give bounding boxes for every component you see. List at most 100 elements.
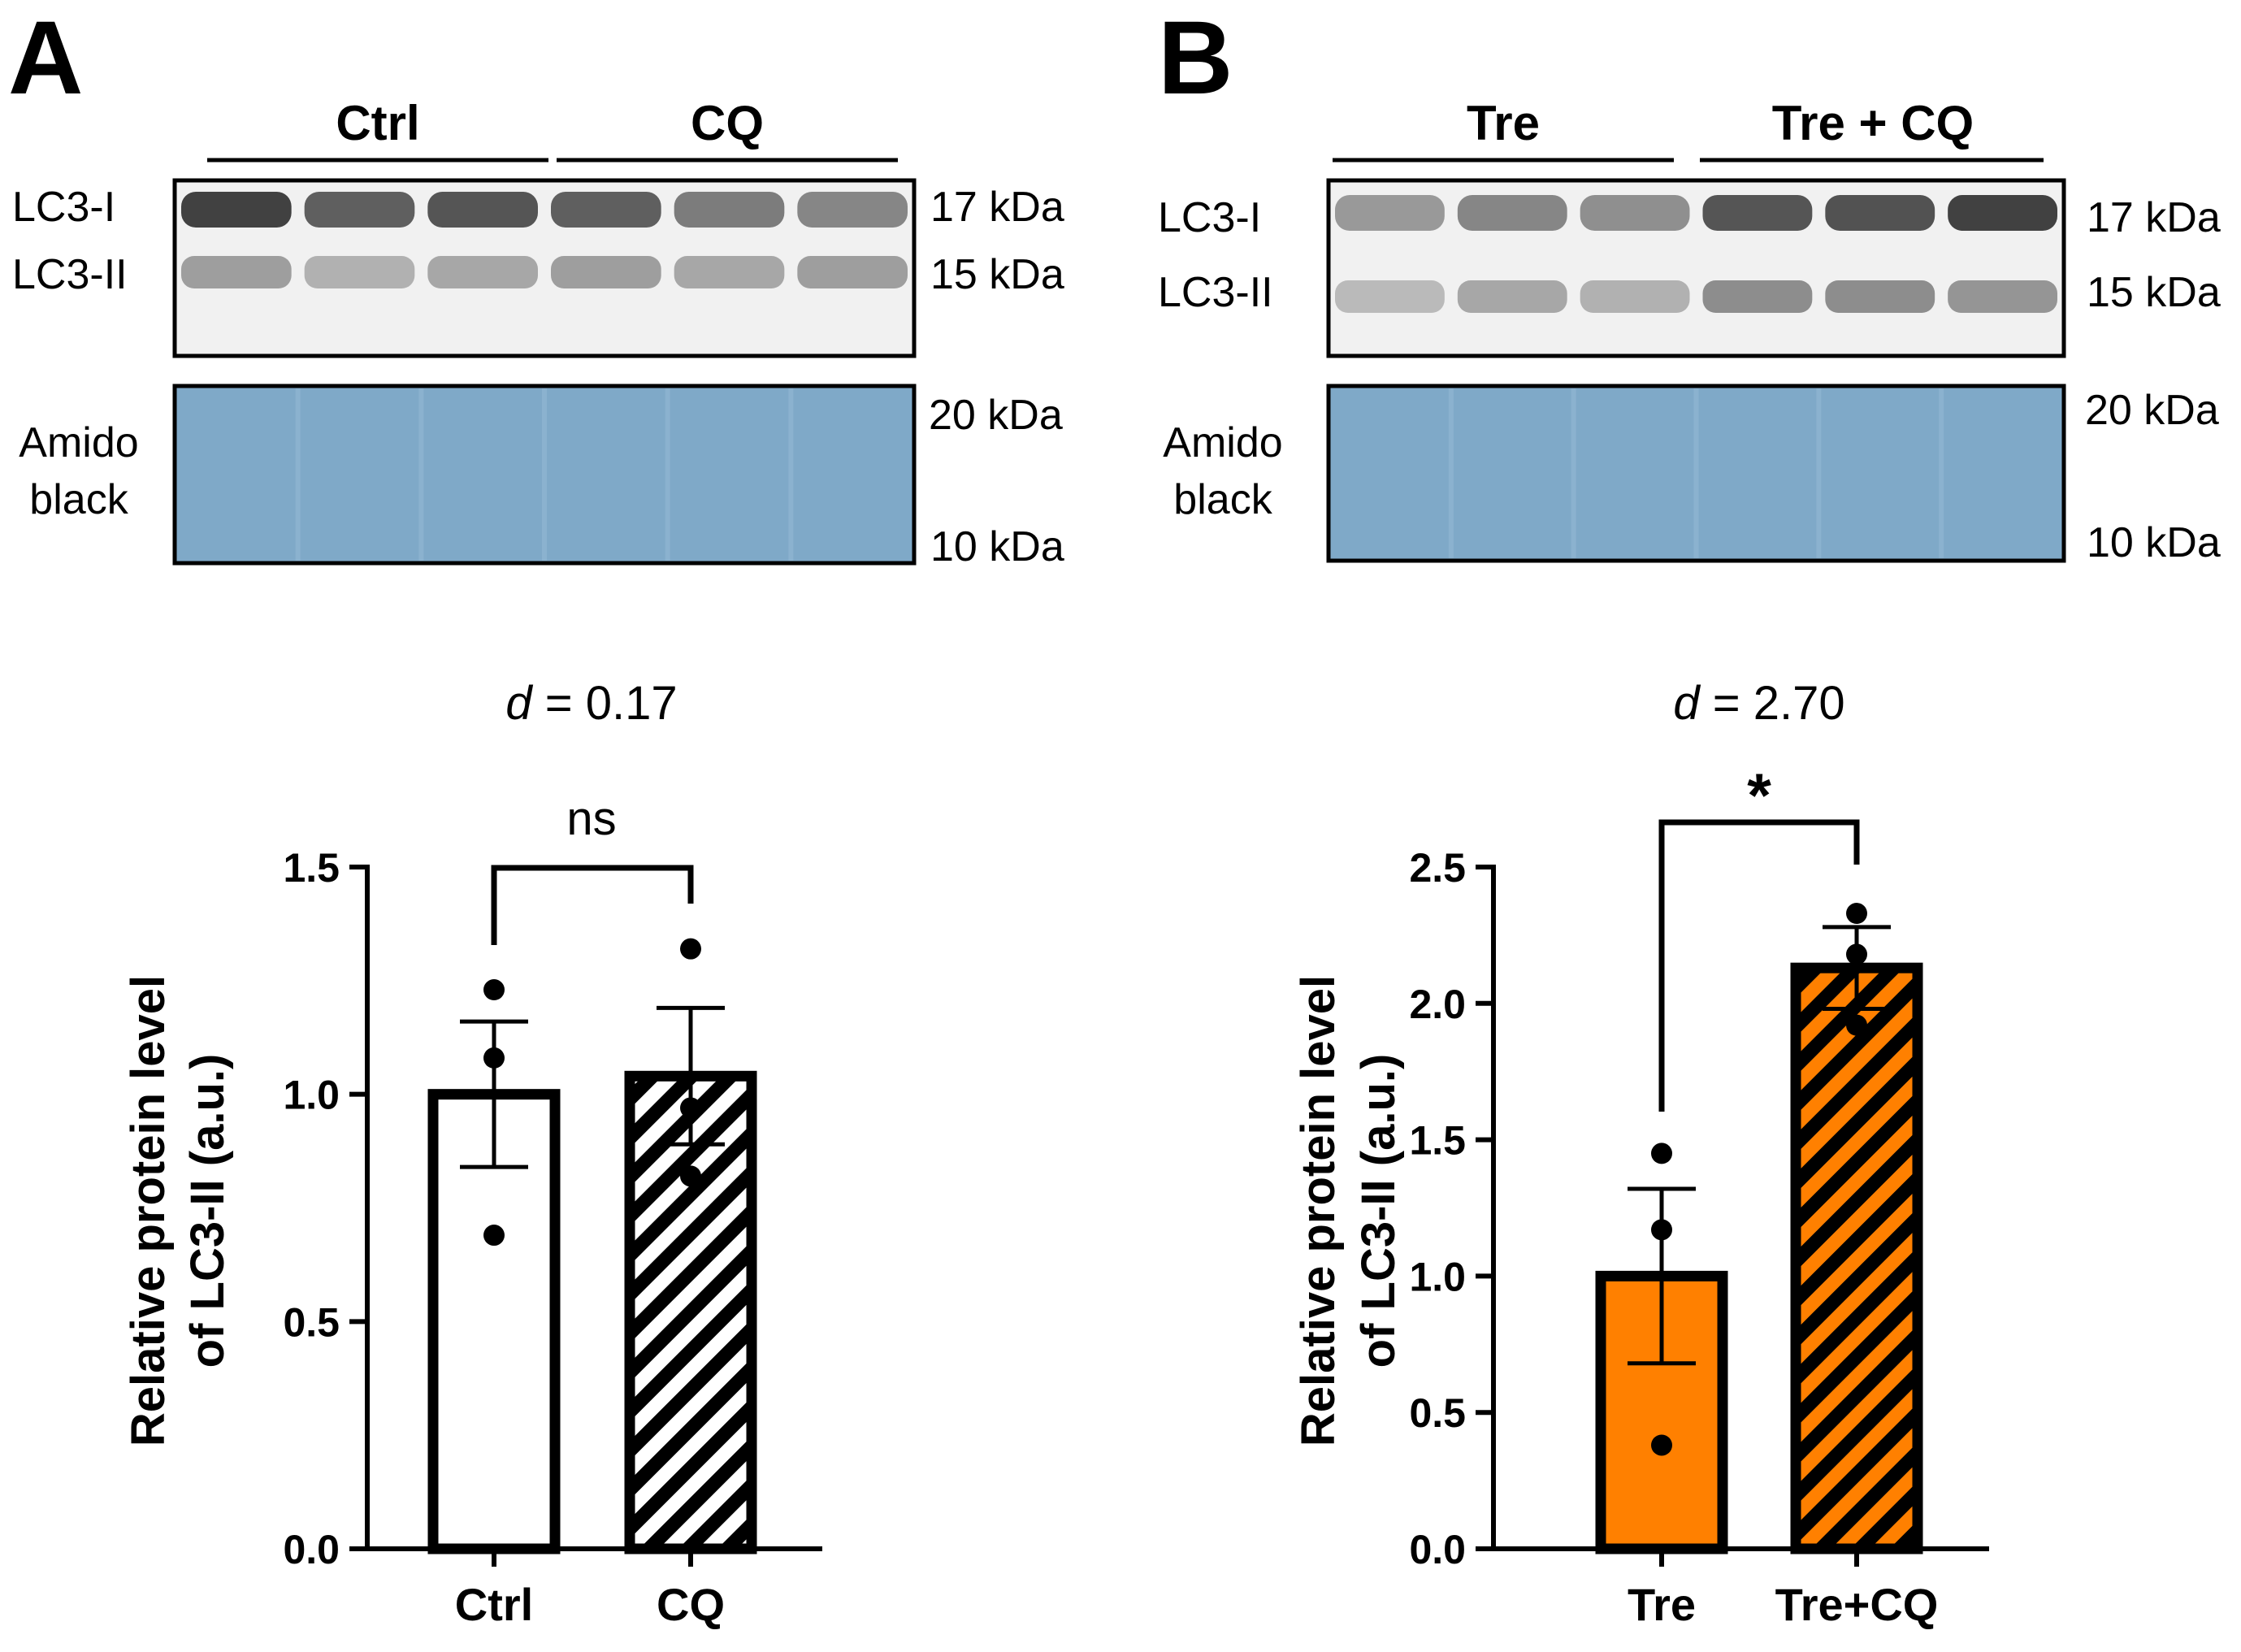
blot-a-group-ctrl: Ctrl — [336, 96, 419, 150]
blot-a-lc3-ii-label: LC3-II — [12, 251, 128, 298]
blot-b-lc3-ii-band-3 — [1580, 280, 1690, 313]
chart-a-point-0-0 — [483, 979, 505, 1001]
blot-b-group-tre: Tre — [1467, 96, 1540, 150]
blot-a-stain-label-line2: black — [29, 476, 128, 523]
chart-a-ylabel-line1: Relative protein level — [122, 975, 175, 1446]
stain-a-lane-divider-1 — [295, 388, 301, 561]
blot-a-lc3-ii-band-1 — [181, 256, 292, 288]
effect-size-a-value: = 0.17 — [532, 677, 678, 730]
blot-a-lc3-ii-band-2 — [304, 256, 415, 288]
blot-b-lc3-ii-band-6 — [1948, 280, 2057, 313]
stain-a-lane-divider-3 — [542, 388, 547, 561]
chart-b-point-0-0 — [1651, 1143, 1672, 1164]
effect-size-a: d = 0.17 — [505, 677, 677, 730]
blot-a-20kda-marker: 20 kDa — [929, 392, 1063, 439]
effect-size-b: d = 2.70 — [1673, 677, 1844, 730]
blot-b-lc3-ii-band-2 — [1457, 280, 1567, 313]
effect-size-b-symbol: d — [1673, 677, 1701, 730]
chart-a-significance-bracket — [491, 865, 694, 945]
blot-b-amido-stain — [1326, 384, 2066, 563]
blot-a-17kda-marker: 17 kDa — [930, 184, 1064, 231]
chart-a-point-1-2 — [680, 1165, 701, 1187]
blot-a-lc3 — [172, 178, 917, 358]
chart-b-point-0-2 — [1651, 1434, 1672, 1456]
blot-a-group-cq: CQ — [691, 96, 764, 150]
blot-b-lc3-i-band-1 — [1335, 195, 1445, 231]
chart-b-ylabel-line1: Relative protein level — [1292, 975, 1345, 1446]
chart-a-significance: ns — [566, 792, 616, 845]
effect-size-a-symbol: d — [505, 677, 533, 730]
blot-b-stain-label-line2: black — [1173, 476, 1272, 523]
blot-a-lc3-i-label: LC3-I — [12, 184, 115, 231]
chart-a-ytick-label-0: 0.0 — [283, 1527, 340, 1572]
chart-a-ytick-label-3: 1.5 — [283, 845, 340, 891]
blot-a-15kda-marker: 15 kDa — [930, 251, 1064, 298]
blot-b-lc3 — [1326, 178, 2066, 358]
blot-a-lc3-ii-band-4 — [551, 256, 661, 288]
chart-b-category-label-0: Tre — [1628, 1579, 1696, 1630]
stain-a-lane-divider-5 — [788, 388, 794, 561]
chart-b-ylabel-line2: of LC3-II (a.u.) — [1352, 1054, 1405, 1368]
chart-b-significance-bracket — [1658, 819, 1860, 1112]
blot-b-lc3-ii-label: LC3-II — [1158, 269, 1273, 316]
chart-b-ytick-label-4: 2.0 — [1409, 982, 1466, 1027]
blot-b-lc3-i-band-6 — [1948, 195, 2057, 231]
stain-b-lane-divider-2 — [1571, 388, 1576, 558]
blot-b-lc3-i-band-3 — [1580, 195, 1690, 231]
blot-b-lc3-ii-band-5 — [1825, 280, 1935, 313]
stain-b-lane-divider-5 — [1939, 388, 1944, 558]
chart-b-point-1-1 — [1846, 943, 1867, 965]
stain-a-lane-divider-2 — [418, 388, 424, 561]
blot-a-10kda-marker: 10 kDa — [930, 523, 1064, 570]
chart-a: Relative protein level of LC3-II (a.u.) … — [122, 792, 822, 1630]
blot-b-lc3-i-label: LC3-I — [1158, 194, 1261, 241]
blot-a-lc3-ii-band-6 — [797, 256, 908, 288]
blot-b-20kda-marker: 20 kDa — [2085, 387, 2219, 434]
panel-a: A Ctrl CQ LC3-I LC3-II 17 kDa 15 kDa Ami… — [8, 0, 1064, 1630]
chart-a-point-0-1 — [483, 1047, 505, 1069]
chart-b-ytick-label-3: 1.5 — [1409, 1118, 1466, 1164]
stain-b-lane-divider-4 — [1816, 388, 1822, 558]
blot-a-lc3-ii-band-5 — [674, 256, 785, 288]
chart-b-category-label-1: Tre+CQ — [1775, 1579, 1939, 1630]
chart-b-ytick-label-5: 2.5 — [1409, 845, 1466, 891]
chart-b-point-1-0 — [1846, 903, 1867, 925]
blot-b-group-tre-cq: Tre + CQ — [1772, 96, 1974, 150]
panel-b: B Tre Tre + CQ LC3-I LC3-II 17 kDa 15 kD… — [1158, 0, 2221, 1630]
chart-b: Relative protein level of LC3-II (a.u.) … — [1292, 761, 1989, 1630]
chart-b-ytick-label-0: 0.0 — [1409, 1527, 1466, 1572]
blot-a-lc3-i-band-6 — [797, 192, 908, 228]
blot-b-15kda-marker: 15 kDa — [2087, 269, 2221, 316]
chart-b-significance: * — [1747, 761, 1771, 830]
stain-a-lane-divider-4 — [665, 388, 670, 561]
panel-b-letter: B — [1158, 0, 1233, 116]
blot-b-lc3-i-band-4 — [1702, 195, 1813, 231]
chart-a-ytick-label-2: 1.0 — [283, 1073, 340, 1118]
chart-a-category-label-1: CQ — [657, 1579, 725, 1630]
blot-a-stain-label-line1: Amido — [19, 419, 138, 466]
chart-b-ytick-label-2: 1.0 — [1409, 1254, 1466, 1299]
chart-b-bar-1 — [1790, 962, 1923, 1554]
chart-a-ytick-label-1: 0.5 — [283, 1299, 340, 1345]
blot-a-amido-stain — [172, 384, 917, 566]
blot-b-17kda-marker: 17 kDa — [2087, 194, 2221, 241]
blot-a-lc3-ii-band-3 — [427, 256, 538, 288]
blot-b-stain-label-line1: Amido — [1163, 419, 1282, 466]
chart-b-point-1-2 — [1846, 1014, 1867, 1036]
chart-a-point-1-1 — [680, 1097, 701, 1119]
chart-a-category-label-0: Ctrl — [455, 1579, 533, 1630]
blot-a-lc3-i-band-2 — [304, 192, 415, 228]
stain-b-lane-divider-1 — [1448, 388, 1454, 558]
chart-a-bar-1 — [624, 1070, 757, 1554]
panel-a-letter: A — [8, 0, 83, 116]
chart-b-point-0-1 — [1651, 1219, 1672, 1241]
effect-size-b-value: = 2.70 — [1700, 677, 1845, 730]
blot-b-lc3-i-band-2 — [1457, 195, 1567, 231]
chart-a-point-0-2 — [483, 1225, 505, 1247]
blot-b-lc3-ii-band-4 — [1702, 280, 1813, 313]
blot-a-lc3-i-band-3 — [427, 192, 538, 228]
chart-a-point-1-0 — [680, 938, 701, 960]
stain-b-lane-divider-3 — [1693, 388, 1699, 558]
blot-a-lc3-i-band-1 — [181, 192, 292, 228]
